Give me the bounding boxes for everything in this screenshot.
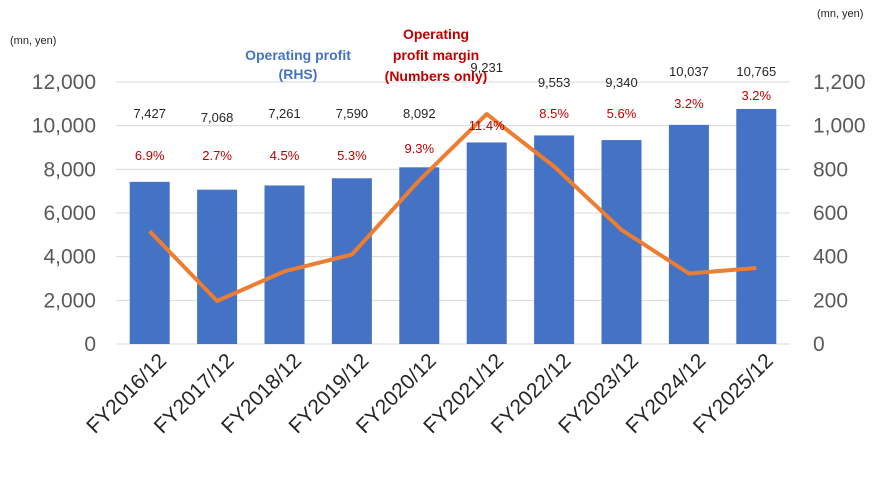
bar-value-label: 10,037	[669, 64, 709, 79]
bar	[331, 178, 372, 344]
bar-value-label: 7,261	[268, 106, 301, 121]
bar-value-labels: 7,427 7,068 7,261 7,590 8,092 9,231 9,553 9,340…	[133, 60, 776, 125]
annotation-operating-margin-line-1: Operating	[403, 26, 469, 42]
left-axis-unit: (mn, yen)	[10, 35, 56, 47]
margin-label: 11.4%	[469, 118, 505, 133]
right-axis-tick-label: 200	[813, 289, 848, 312]
annotation-operating-margin-line-2: profit margin	[393, 47, 479, 63]
bar	[264, 185, 305, 344]
x-axis-ticks: FY2016/12FY2017/12FY2018/12FY2019/12FY20…	[82, 349, 778, 438]
right-axis-tick-label: 800	[813, 158, 848, 181]
left-axis-tick-label: 8,000	[43, 158, 96, 181]
bar	[129, 181, 170, 344]
margin-label: 2.7%	[202, 148, 232, 163]
bar	[197, 189, 238, 344]
margin-label: 4.5%	[270, 148, 300, 163]
margin-label: 5.6%	[607, 106, 637, 121]
annotation-operating-profit: Operating profit (RHS)	[245, 47, 351, 82]
right-axis-tick-label: 1,200	[813, 71, 866, 94]
bar-value-label: 7,427	[133, 106, 166, 121]
left-axis-tick-label: 10,000	[32, 115, 96, 138]
left-axis-tick-label: 0	[84, 333, 96, 356]
left-axis-ticks: 0 2,000 4,000 6,000 8,000 10,000 12,000	[32, 71, 96, 356]
right-axis-tick-label: 1,000	[813, 115, 866, 138]
bar	[736, 108, 777, 344]
annotation-operating-margin: Operating profit margin (Numbers only)	[385, 26, 488, 84]
bar-value-label: 9,340	[605, 75, 638, 90]
bar-value-label: 10,765	[736, 64, 776, 79]
margin-label: 3.2%	[741, 88, 771, 103]
margin-label: 8.5%	[539, 106, 569, 121]
right-axis-tick-label: 400	[813, 246, 848, 269]
bar-series	[129, 108, 777, 345]
margin-label: 5.3%	[337, 148, 367, 163]
right-axis-tick-label: 600	[813, 202, 848, 225]
left-axis-tick-label: 2,000	[43, 289, 96, 312]
annotation-operating-profit-line-2: (RHS)	[279, 66, 318, 82]
margin-label: 6.9%	[135, 148, 165, 163]
annotation-operating-profit-line-1: Operating profit	[245, 47, 351, 63]
bar	[601, 140, 642, 344]
bar	[466, 142, 507, 344]
right-axis-unit: (mn, yen)	[817, 8, 863, 20]
left-axis-tick-label: 12,000	[32, 71, 96, 94]
annotation-operating-margin-line-3: (Numbers only)	[385, 68, 488, 84]
operating-margin-line	[148, 112, 757, 303]
right-axis-tick-label: 0	[813, 333, 825, 356]
bar-value-label: 9,553	[538, 75, 571, 90]
right-axis-ticks: 0 200 400 600 800 1,000 1,200	[813, 71, 866, 356]
bar-value-label: 7,068	[201, 110, 234, 125]
left-axis-tick-label: 4,000	[43, 246, 96, 269]
bar-value-label: 7,590	[336, 106, 369, 121]
bar	[534, 135, 575, 344]
bar	[668, 124, 709, 345]
bar-value-label: 9,231	[470, 60, 503, 75]
margin-label: 9.3%	[404, 141, 434, 156]
margin-labels: 6.9% 2.7% 4.5% 5.3% 9.3% 11.4% 8.5% 5.6% 3.2% 3.2…	[135, 88, 772, 163]
left-axis-tick-label: 6,000	[43, 202, 96, 225]
margin-label: 3.2%	[674, 96, 704, 111]
bar-value-label: 8,092	[403, 106, 436, 121]
